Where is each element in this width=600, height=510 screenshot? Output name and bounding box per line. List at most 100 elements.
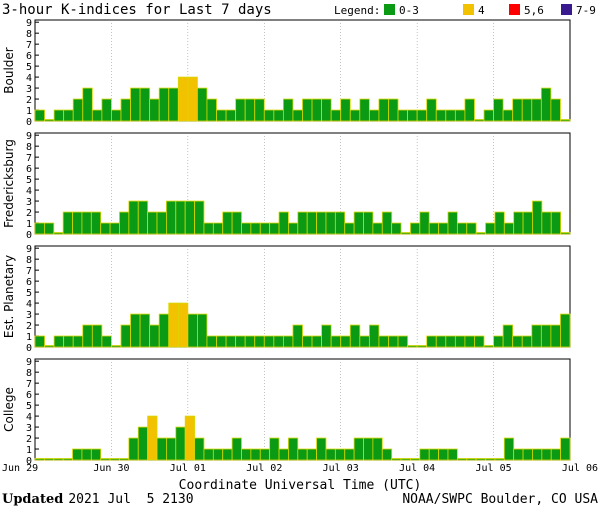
k-index-bar [388, 98, 399, 122]
y-tick-label: 0 [26, 456, 32, 467]
k-index-bar [302, 98, 313, 122]
k-index-bar [139, 313, 151, 348]
k-index-bar [522, 211, 533, 235]
k-index-bar [391, 222, 402, 235]
k-index-bar [147, 211, 158, 235]
k-index-bar [475, 458, 486, 461]
k-index-bar [282, 98, 294, 122]
y-tick-label: 0 [26, 343, 32, 354]
k-index-bar [400, 232, 411, 235]
k-index-bar [111, 345, 122, 348]
k-index-bar [225, 335, 237, 348]
k-index-bar [197, 313, 208, 348]
k-index-bar [187, 313, 198, 348]
k-index-bar [203, 222, 214, 235]
y-tick-label: 2 [26, 95, 32, 106]
k-index-bar [372, 437, 383, 461]
k-index-bar [278, 211, 289, 235]
k-index-bar [550, 211, 562, 235]
station-label: Est. Planetary [2, 255, 16, 338]
k-index-bar [120, 98, 131, 122]
k-index-bar [464, 98, 475, 122]
updated-value: 2021 Jul 5 2130 [68, 492, 193, 507]
k-index-bar [483, 345, 494, 348]
k-index-bar [235, 98, 246, 122]
k-index-bar [400, 458, 411, 461]
y-tick-label: 1 [26, 219, 32, 230]
k-index-bar [531, 98, 542, 122]
k-index-bar [165, 437, 177, 461]
k-index-bar [334, 448, 346, 461]
k-index-bar [311, 335, 322, 348]
k-index-bar [44, 345, 55, 348]
k-index-bar [447, 448, 458, 461]
k-index-bar [119, 211, 130, 235]
k-index-bar [34, 222, 45, 235]
y-tick-label: 8 [26, 368, 32, 379]
k-index-bar [513, 448, 524, 461]
k-index-bar [212, 448, 224, 461]
k-index-bar [137, 200, 149, 235]
chart-title: 3-hour K-indices for Last 7 days [2, 2, 272, 18]
k-index-bar [184, 415, 195, 461]
y-tick-label: 3 [26, 310, 32, 321]
k-index-bar [493, 335, 504, 348]
x-tick-label: Jul 06 [562, 463, 598, 474]
k-index-bar [560, 437, 571, 461]
y-tick-label: 7 [26, 40, 32, 51]
k-index-bar [90, 448, 102, 461]
k-index-bar [273, 335, 284, 348]
updated-label: Updated [2, 492, 63, 507]
k-index-bar [43, 458, 55, 461]
k-index-bar [330, 109, 342, 122]
k-index-bar [438, 448, 449, 461]
k-index-bar [187, 76, 198, 122]
k-index-bar [435, 335, 447, 348]
k-index-bar [91, 324, 103, 348]
k-index-bar [388, 335, 399, 348]
panels: 0123456789Boulder0123456789Fredericksbur… [2, 18, 571, 467]
station-label: College [2, 387, 16, 432]
y-tick-label: 4 [26, 412, 32, 423]
k-index-bar [231, 211, 242, 235]
y-tick-label: 7 [26, 266, 32, 277]
k-index-bar [378, 335, 389, 348]
k-index-bar [456, 222, 468, 235]
y-tick-label: 6 [26, 277, 32, 288]
k-index-bar [344, 448, 355, 461]
k-index-bar [353, 437, 364, 461]
k-index-bar [407, 345, 418, 348]
y-tick-label: 9 [26, 244, 32, 255]
k-index-bar [197, 87, 208, 122]
k-index-bar [410, 458, 421, 461]
k-index-bar [485, 458, 496, 461]
k-index-bar [34, 458, 45, 461]
k-index-bar [302, 335, 313, 348]
k-index-bar [62, 458, 73, 461]
k-index-bar [147, 415, 158, 461]
k-index-bar [438, 222, 449, 235]
k-index-bar [216, 335, 227, 348]
k-index-bar [454, 335, 466, 348]
k-index-bar [222, 211, 233, 235]
k-index-bar [175, 426, 186, 461]
y-tick-label: 2 [26, 321, 32, 332]
k-index-bar [175, 200, 186, 235]
y-tick-label: 9 [26, 357, 32, 368]
k-index-bar [101, 335, 112, 348]
y-tick-label: 5 [26, 401, 32, 412]
k-index-bar [494, 458, 505, 461]
k-index-bar [550, 98, 561, 122]
k-index-bar [130, 313, 141, 348]
k-index-bar [330, 335, 342, 348]
k-index-bar [82, 324, 93, 348]
k-index-bar [397, 335, 408, 348]
k-index-bar [306, 448, 317, 461]
k-index-bar [101, 98, 112, 122]
k-index-bar [203, 448, 214, 461]
k-index-bar [194, 437, 205, 461]
k-index-bar [194, 200, 205, 235]
k-index-bar [254, 98, 265, 122]
y-tick-label: 4 [26, 299, 32, 310]
x-tick-label: Jul 04 [399, 463, 435, 474]
